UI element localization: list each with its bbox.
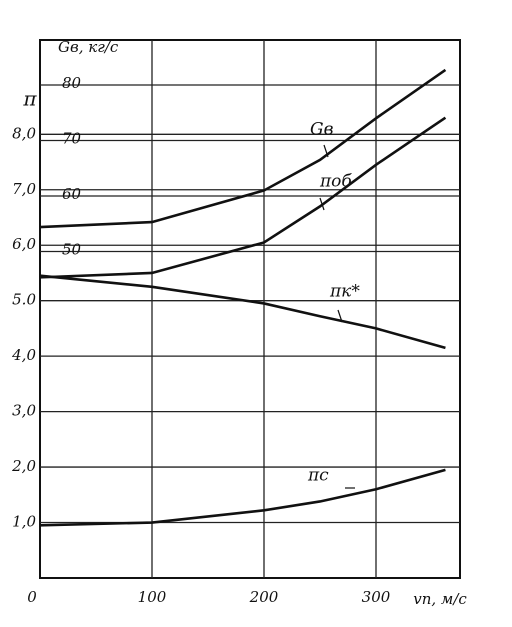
plot-frame [39, 39, 461, 579]
leader-line [319, 197, 325, 211]
y-tick-label: 1,0 [12, 513, 36, 531]
x-tick-label: 200 [249, 588, 279, 606]
y-axis-label: π [22, 87, 37, 111]
legend-label: πоб [319, 172, 352, 192]
curve [39, 116, 447, 279]
leader-line [337, 309, 343, 323]
y2-tick-label: 80 [62, 74, 82, 92]
y2-tick-label: 70 [62, 129, 82, 147]
x-tick-label: 300 [362, 588, 391, 606]
legend-label: Gв [310, 120, 334, 140]
legend-label: πк* [329, 282, 360, 302]
y2-tick-label: 50 [62, 241, 82, 259]
curve [39, 274, 446, 350]
y-tick-label: 5.0 [12, 291, 36, 309]
y-tick-label: 3,0 [12, 402, 36, 420]
curve [39, 68, 447, 229]
y2-tick-label: 60 [62, 185, 82, 203]
x-tick-label: 100 [138, 588, 167, 606]
x-tick-label: 0 [27, 588, 37, 606]
y-tick-label: 6,0 [12, 235, 36, 253]
curve [39, 468, 446, 527]
leader-line [323, 144, 329, 158]
y-tick-label: 8,0 [12, 124, 36, 142]
y2-axis-label: Gв, кг/с [58, 38, 119, 56]
y-tick-label: 7,0 [12, 180, 36, 198]
y-tick-label: 2,0 [11, 457, 36, 475]
legend-label: πc [307, 466, 329, 486]
y-tick-label: 4,0 [11, 346, 36, 364]
x-axis-label: vп, м/с [413, 590, 467, 608]
